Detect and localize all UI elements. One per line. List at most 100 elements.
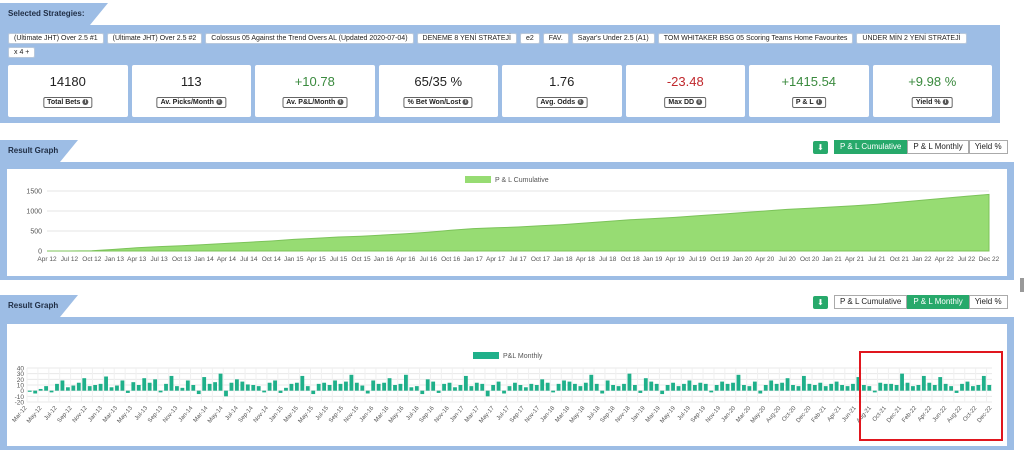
highlight-box <box>859 351 1003 441</box>
download-icon[interactable]: ⬇ <box>813 295 828 309</box>
x-tick-label: May-18 <box>569 405 587 425</box>
monthly-bar <box>507 386 512 391</box>
strategy-chip[interactable]: (Ultimate JHT) Over 2.5 #2 <box>106 33 203 44</box>
stat-value: +9.98 % <box>908 74 957 89</box>
monthly-bar <box>720 381 725 391</box>
stat-label[interactable]: Max DD i <box>664 97 707 108</box>
x-tick-label: Nov-13 <box>162 405 179 424</box>
strategies-panel: (Ultimate JHT) Over 2.5 #1 (Ultimate JHT)… <box>0 25 1000 123</box>
stat-label[interactable]: Av. P&L/Month i <box>282 97 348 108</box>
result-graph-title-2: Result Graph <box>0 295 78 317</box>
monthly-bar <box>55 383 59 391</box>
stat-value: 1.76 <box>549 74 575 89</box>
x-tick-label: Jan 15 <box>284 256 304 263</box>
x-tick-label: Feb-22 <box>901 405 918 424</box>
x-tick-label: Apr 14 <box>217 256 237 263</box>
download-icon[interactable]: ⬇ <box>813 140 828 154</box>
stat-label[interactable]: Avg. Odds i <box>536 97 588 108</box>
monthly-bar <box>404 374 408 391</box>
x-tick-label: Oct 20 <box>800 256 820 263</box>
monthly-bar <box>529 383 534 391</box>
strategy-chip[interactable]: TOM WHITAKER BSG 05 Scoring Teams Home F… <box>657 33 854 44</box>
info-icon[interactable]: i <box>577 99 584 106</box>
monthly-bar <box>801 375 806 391</box>
x-tick-label: Jan 14 <box>194 256 214 263</box>
strategy-chip[interactable]: DENEME 8 YENİ STRATEJİ <box>416 33 517 44</box>
x-tick-label: Aug-21 <box>856 405 873 424</box>
y-tick-label: 10 <box>17 383 25 390</box>
monthly-bar <box>245 384 250 391</box>
monthly-bar <box>360 385 365 391</box>
x-tick-label: May-15 <box>298 405 316 425</box>
strategy-chip[interactable]: Sayar's Under 2.5 (A1) <box>571 33 655 44</box>
y-tick-label: 1000 <box>26 209 42 216</box>
strategy-chip[interactable]: Colossus 05 Against the Trend Overs AL (… <box>205 33 414 44</box>
info-icon[interactable]: i <box>696 99 703 106</box>
monthly-bar <box>834 381 839 391</box>
monthly-bar <box>224 390 228 397</box>
monthly-bar <box>703 383 708 391</box>
x-tick-label: Oct 16 <box>441 256 461 263</box>
monthly-bar <box>812 385 817 391</box>
stat-label[interactable]: Yield % i <box>911 97 953 108</box>
strategy-chip[interactable]: (Ultimate JHT) Over 2.5 #1 <box>8 33 104 44</box>
monthly-bar <box>60 380 65 391</box>
info-icon[interactable]: i <box>462 99 469 106</box>
monthly-bar <box>327 385 332 391</box>
info-icon[interactable]: i <box>82 99 89 106</box>
monthly-bar <box>905 382 910 391</box>
x-tick-label: May-12 <box>26 405 44 425</box>
tab-pl-cumulative[interactable]: P & L Cumulative <box>834 295 908 309</box>
info-icon[interactable]: i <box>215 99 222 106</box>
x-tick-label: Apr-21 <box>827 405 844 423</box>
monthly-bar <box>540 379 545 391</box>
monthly-bar <box>714 385 719 391</box>
x-tick-label: Dec 22 <box>979 256 1000 263</box>
strategy-chip[interactable]: UNDER MİN 2 YENİ STRATEJİ <box>856 33 967 44</box>
info-icon[interactable]: i <box>337 99 344 106</box>
monthly-bar <box>649 381 654 391</box>
monthly-bar <box>872 390 877 393</box>
tab-yield[interactable]: Yield % <box>968 140 1008 154</box>
x-tick-label: May-20 <box>750 405 768 425</box>
monthly-bar <box>207 383 212 391</box>
monthly-bar <box>627 373 632 391</box>
page-scrollbar[interactable] <box>1020 278 1024 292</box>
stat-label[interactable]: Total Bets i <box>43 97 93 108</box>
monthly-bar <box>376 383 381 391</box>
tab-pl-monthly[interactable]: P & L Monthly <box>907 140 969 154</box>
monthly-bar <box>938 377 943 391</box>
monthly-bar <box>960 383 964 391</box>
tab-pl-monthly[interactable]: P & L Monthly <box>907 295 969 309</box>
info-icon[interactable]: i <box>942 99 949 106</box>
tab-pl-cumulative[interactable]: P & L Cumulative <box>834 140 908 154</box>
monthly-bar <box>932 385 937 391</box>
stat-label[interactable]: % Bet Won/Lost i <box>403 97 473 108</box>
stat-value: 14180 <box>49 74 86 89</box>
tab-yield[interactable]: Yield % <box>968 295 1008 309</box>
strategy-chip[interactable]: x 4 + <box>8 47 36 58</box>
monthly-bar <box>436 390 441 393</box>
monthly-bar <box>981 375 986 391</box>
monthly-bar <box>513 382 517 391</box>
x-tick-label: Jan 22 <box>912 256 932 263</box>
monthly-bar <box>98 383 103 391</box>
stat-label[interactable]: Av. Picks/Month i <box>156 97 226 108</box>
info-icon[interactable]: i <box>815 99 822 106</box>
monthly-bar <box>736 374 741 391</box>
monthly-bar <box>387 378 392 391</box>
monthly-bar <box>469 386 474 391</box>
strategy-chip[interactable]: FAV. <box>542 33 569 44</box>
monthly-bar <box>229 382 234 391</box>
monthly-bar <box>867 386 872 391</box>
strategy-chip[interactable]: e2 <box>519 33 540 44</box>
y-tick-label: 20 <box>17 377 25 384</box>
stat-label-text: Yield % <box>915 99 941 106</box>
x-tick-label: Jul 22 <box>958 256 976 263</box>
monthly-bar <box>823 386 828 391</box>
monthly-bar <box>894 385 899 391</box>
graph-toolbar-2: ⬇ P & L Cumulative P & L Monthly Yield % <box>813 295 1008 309</box>
monthly-bar <box>104 376 108 391</box>
